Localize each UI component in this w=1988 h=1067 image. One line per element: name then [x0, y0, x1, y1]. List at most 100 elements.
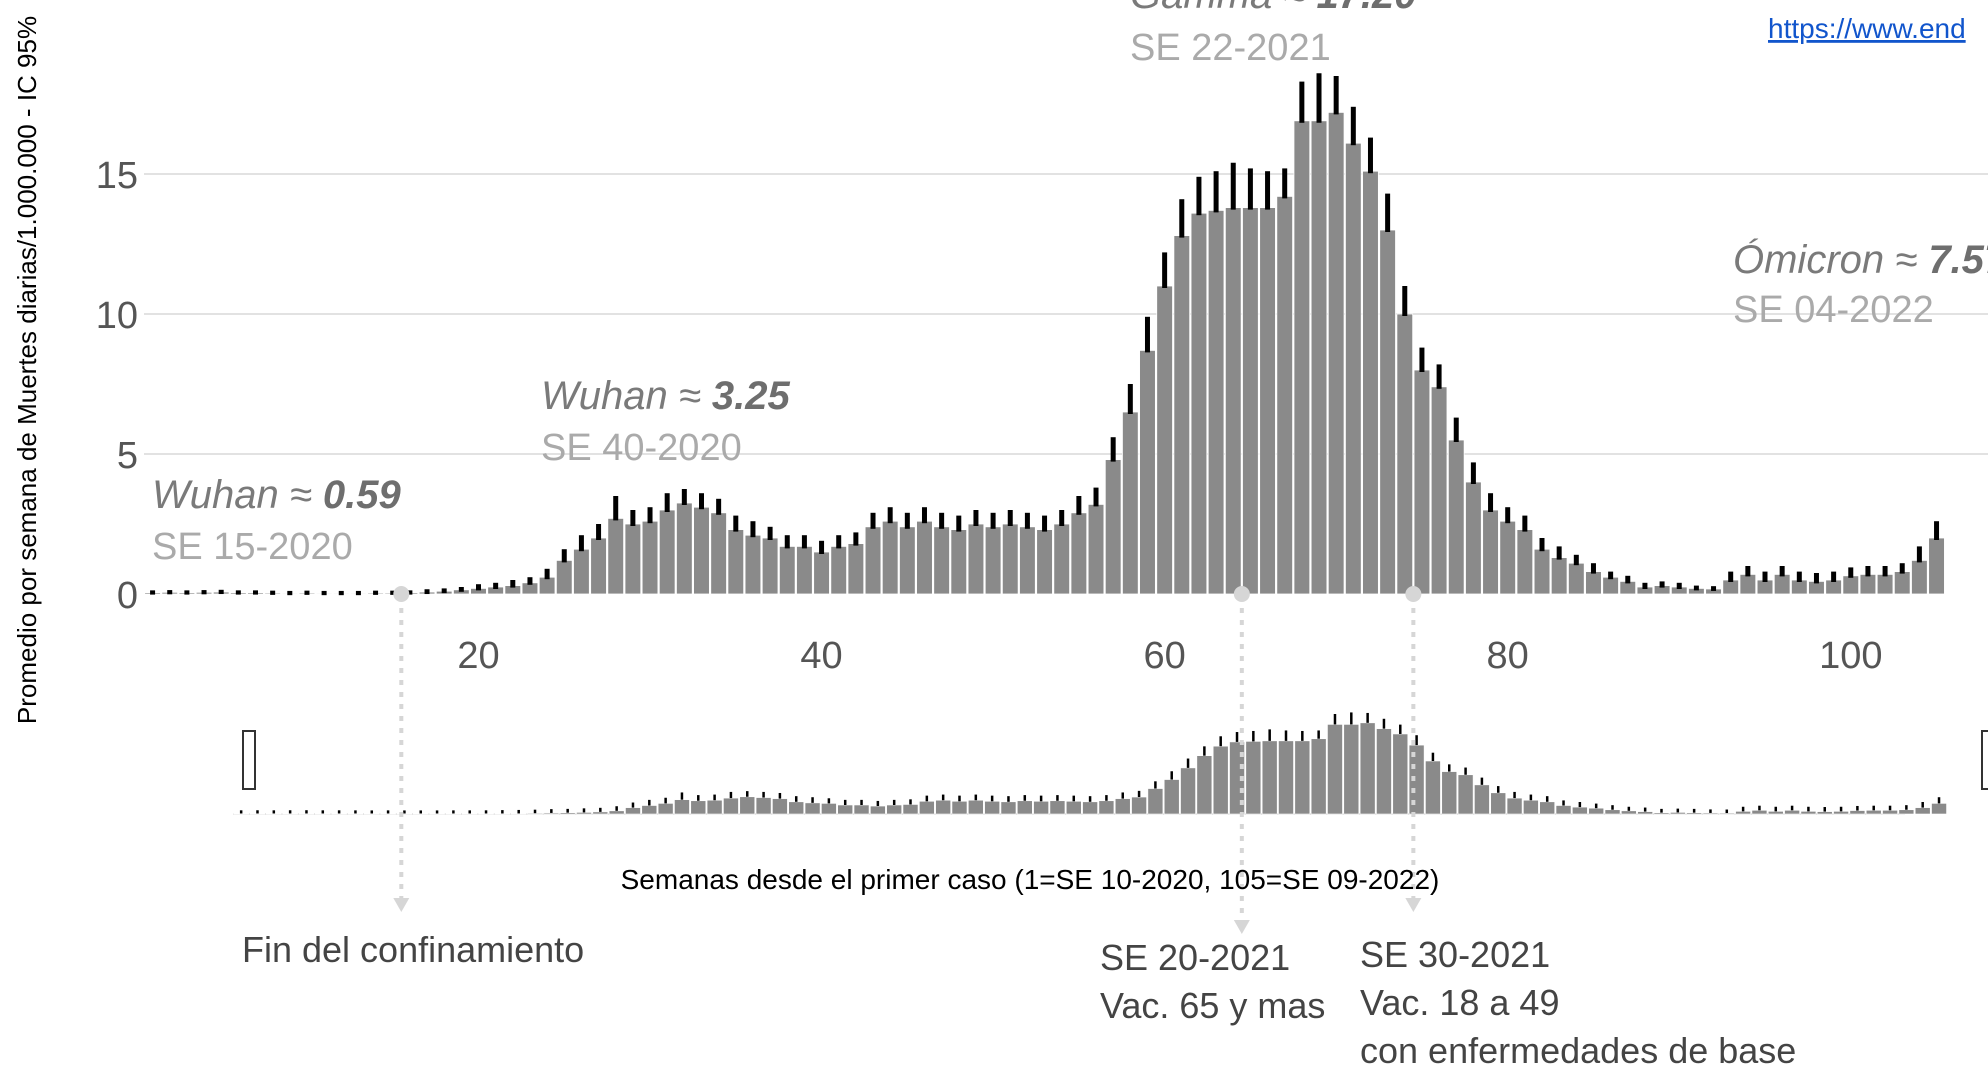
- event-dot: [1233, 586, 1250, 602]
- navigator-bar: [1572, 806, 1588, 815]
- bar: [1224, 207, 1242, 595]
- navigator-bar: [559, 812, 576, 815]
- navigator-handles[interactable]: [242, 730, 1988, 790]
- source-link[interactable]: https://www.end: [1768, 13, 1966, 44]
- bar: [1722, 579, 1739, 595]
- navigator-bar: [1098, 800, 1115, 815]
- navigator-bar: [282, 813, 298, 815]
- bar: [1379, 229, 1396, 595]
- navigator-bar: [1376, 728, 1392, 815]
- annotation-week: SE 40-2020: [541, 427, 742, 469]
- bar: [744, 534, 762, 595]
- event-dot: [1405, 586, 1422, 602]
- navigator-bar: [1049, 800, 1066, 815]
- annotation-value: 17.20: [1316, 0, 1416, 17]
- bar: [916, 520, 933, 595]
- annotation-title: Wuhan ≈ 0.59: [152, 473, 402, 517]
- bar: [1791, 579, 1808, 595]
- bar: [1156, 285, 1173, 595]
- gridlines: [144, 173, 1988, 455]
- annotation-value: 7.57: [1928, 238, 1988, 282]
- navigator-bar: [984, 800, 1000, 815]
- navigator-bar: [1245, 741, 1262, 815]
- navigator-bar: [1180, 767, 1196, 815]
- bar: [1585, 571, 1602, 595]
- navigator-left-handle[interactable]: [242, 730, 256, 790]
- y-tick-label: 15: [96, 155, 138, 197]
- navigator-bar: [461, 813, 478, 815]
- y-axis-label: Promedio por semana de Muertes diarias/1…: [12, 16, 42, 724]
- bar: [1911, 560, 1928, 595]
- navigator-bar: [821, 803, 837, 815]
- y-tick-label: 5: [117, 435, 138, 477]
- navigator-right-handle[interactable]: [1981, 730, 1988, 790]
- bar: [1876, 574, 1894, 595]
- bar: [1053, 523, 1071, 595]
- bar: [1019, 526, 1036, 595]
- bar: [1825, 579, 1842, 595]
- event-arrowhead: [1233, 920, 1250, 934]
- event-label: con enfermedades de base: [1360, 1030, 1796, 1067]
- navigator-bar: [919, 800, 935, 815]
- bar: [641, 520, 659, 595]
- annotation-week: SE 15-2020: [152, 526, 353, 568]
- event-label: Vac. 65 y mas: [1100, 985, 1325, 1026]
- bar: [1413, 369, 1431, 595]
- bar: [607, 518, 625, 595]
- bar: [1396, 313, 1414, 595]
- annotation-variant: Gamma ≈: [1130, 0, 1316, 17]
- bar: [1928, 537, 1945, 595]
- navigator-bar: [1702, 812, 1719, 815]
- bar: [1430, 386, 1448, 595]
- event-arrowhead: [393, 898, 410, 912]
- navigator-bar: [576, 812, 592, 815]
- navigator-bar: [396, 813, 413, 815]
- navigator-bar: [772, 798, 788, 815]
- navigator-bar: [1914, 807, 1931, 815]
- bar: [967, 523, 985, 595]
- navigator-bar: [266, 813, 282, 815]
- navigator-bar: [1065, 800, 1082, 815]
- bar: [847, 543, 865, 595]
- navigator-bar: [1882, 809, 1898, 815]
- navigator-bar: [1686, 812, 1702, 815]
- bar: [1773, 574, 1791, 595]
- navigator-bar: [1114, 798, 1131, 815]
- navigator-bar: [543, 812, 560, 815]
- navigator-bar: [870, 805, 886, 815]
- navigator-bars: [233, 712, 1947, 815]
- x-tick-label: 80: [1487, 635, 1529, 677]
- bar: [1036, 529, 1053, 595]
- x-tick-label: 40: [800, 635, 842, 677]
- navigator-bar: [1261, 740, 1278, 815]
- x-tick-label: 20: [457, 635, 499, 677]
- annotation-value: 3.25: [712, 374, 791, 418]
- navigator-bar: [1555, 805, 1572, 815]
- bar: [573, 548, 590, 595]
- navigator-bar: [1000, 801, 1017, 815]
- navigator-bar: [1767, 811, 1784, 815]
- navigator-bar: [1359, 722, 1376, 815]
- navigator-bar: [1327, 724, 1343, 815]
- annotation-variant: Wuhan ≈: [541, 374, 712, 418]
- navigator-bar: [1212, 745, 1229, 815]
- bar: [1327, 112, 1345, 595]
- bar: [1001, 523, 1019, 595]
- bar: [813, 551, 830, 595]
- annotation-variant: Ómicron ≈: [1733, 237, 1928, 282]
- navigator-bar: [1131, 796, 1147, 815]
- navigator-bar: [1474, 784, 1490, 815]
- annotation-title: Wuhan ≈ 3.25: [541, 374, 791, 418]
- annotation-title: Ómicron ≈ 7.57: [1733, 237, 1988, 282]
- x-tick-label: 60: [1143, 635, 1185, 677]
- navigator-bar: [706, 799, 723, 815]
- navigator-bar: [1931, 803, 1947, 815]
- annotation-variant: Wuhan ≈: [152, 473, 323, 517]
- bar: [950, 529, 968, 595]
- navigator-bar: [233, 813, 249, 815]
- navigator-bar: [853, 804, 870, 815]
- navigator-bar: [1849, 810, 1866, 815]
- bar: [1362, 170, 1379, 595]
- navigator-bar: [657, 803, 674, 815]
